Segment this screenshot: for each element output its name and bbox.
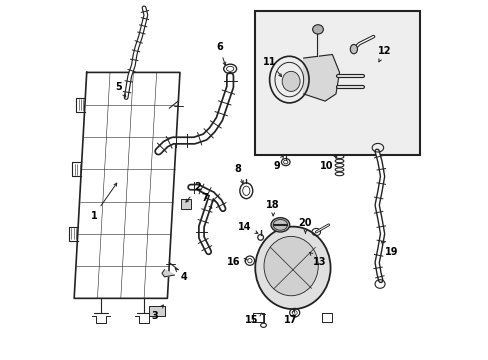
Bar	[255, 12, 419, 155]
Text: 6: 6	[216, 42, 225, 65]
Ellipse shape	[349, 44, 357, 54]
Text: 18: 18	[266, 200, 280, 216]
Text: 7: 7	[201, 193, 211, 208]
Ellipse shape	[255, 226, 330, 309]
Text: 1: 1	[90, 183, 117, 221]
Text: 15: 15	[244, 313, 261, 325]
Text: 3: 3	[151, 305, 163, 321]
Polygon shape	[303, 54, 339, 101]
Ellipse shape	[282, 71, 300, 91]
Ellipse shape	[270, 218, 289, 232]
Text: 17: 17	[284, 309, 297, 325]
Text: 13: 13	[309, 252, 326, 267]
Text: 4: 4	[175, 269, 186, 282]
Text: 16: 16	[226, 257, 246, 267]
Text: 20: 20	[298, 218, 311, 234]
Text: 12: 12	[377, 46, 390, 62]
Text: 19: 19	[381, 242, 397, 257]
Bar	[180, 199, 190, 209]
Text: 2: 2	[185, 182, 201, 202]
Text: 5: 5	[115, 82, 125, 97]
Text: 8: 8	[233, 164, 243, 184]
Ellipse shape	[264, 237, 318, 296]
Ellipse shape	[312, 25, 323, 34]
Text: 9: 9	[273, 156, 283, 171]
Polygon shape	[162, 270, 174, 277]
Text: 11: 11	[263, 57, 281, 77]
Text: 14: 14	[237, 222, 257, 233]
Bar	[148, 306, 164, 316]
Text: 10: 10	[320, 156, 336, 171]
